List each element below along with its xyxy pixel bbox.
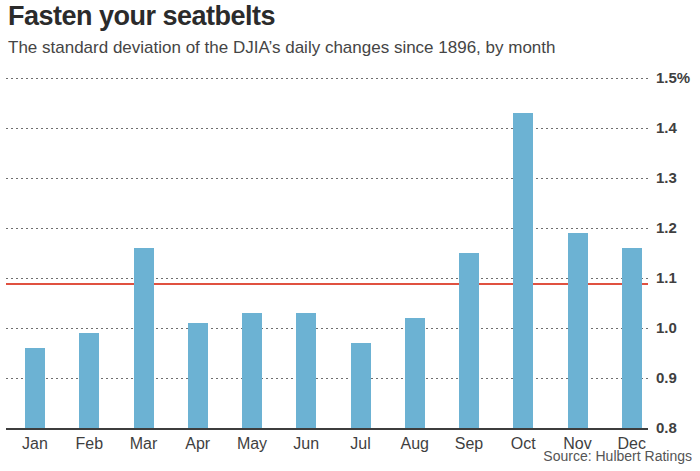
ytick-label: 1.5%: [656, 69, 700, 86]
ytick-label: 1.2: [656, 219, 700, 236]
bar-dec: [622, 248, 642, 428]
bar-jul: [351, 343, 371, 428]
ytick-label: 1.0: [656, 319, 700, 336]
bar-jan: [25, 348, 45, 428]
bar-jun: [296, 313, 316, 428]
gridline-0.9: [6, 378, 648, 379]
xtick-label-apr: Apr: [168, 435, 228, 453]
xtick-label-mar: Mar: [114, 435, 174, 453]
bar-apr: [188, 323, 208, 428]
gridline-1.5: [6, 78, 648, 79]
average-reference-line: [6, 283, 648, 285]
bar-mar: [134, 248, 154, 428]
gridline-1.0: [6, 328, 648, 329]
bar-oct: [513, 113, 533, 428]
xtick-label-jul: Jul: [331, 435, 391, 453]
xtick-label-feb: Feb: [59, 435, 119, 453]
ytick-label: 0.8: [656, 419, 700, 436]
ytick-label: 0.9: [656, 369, 700, 386]
ytick-label: 1.3: [656, 169, 700, 186]
gridline-1.1: [6, 278, 648, 279]
ytick-label: 1.4: [656, 119, 700, 136]
chart-title: Fasten your seatbelts: [8, 1, 275, 32]
bar-nov: [568, 233, 588, 428]
gridline-1.2: [6, 228, 648, 229]
xtick-label-jun: Jun: [276, 435, 336, 453]
chart: Fasten your seatbelts The standard devia…: [0, 0, 700, 471]
xtick-label-may: May: [222, 435, 282, 453]
plot-area: [6, 78, 648, 430]
gridline-1.3: [6, 178, 648, 179]
bar-feb: [79, 333, 99, 428]
xtick-label-sep: Sep: [439, 435, 499, 453]
chart-subtitle: The standard deviation of the DJIA’s dai…: [8, 38, 555, 58]
bar-aug: [405, 318, 425, 428]
xtick-label-jan: Jan: [5, 435, 65, 453]
bar-may: [242, 313, 262, 428]
source-attribution: Source: Hulbert Ratings: [543, 448, 692, 464]
xtick-label-aug: Aug: [385, 435, 445, 453]
bar-sep: [459, 253, 479, 428]
ytick-label: 1.1: [656, 269, 700, 286]
gridline-1.4: [6, 128, 648, 129]
